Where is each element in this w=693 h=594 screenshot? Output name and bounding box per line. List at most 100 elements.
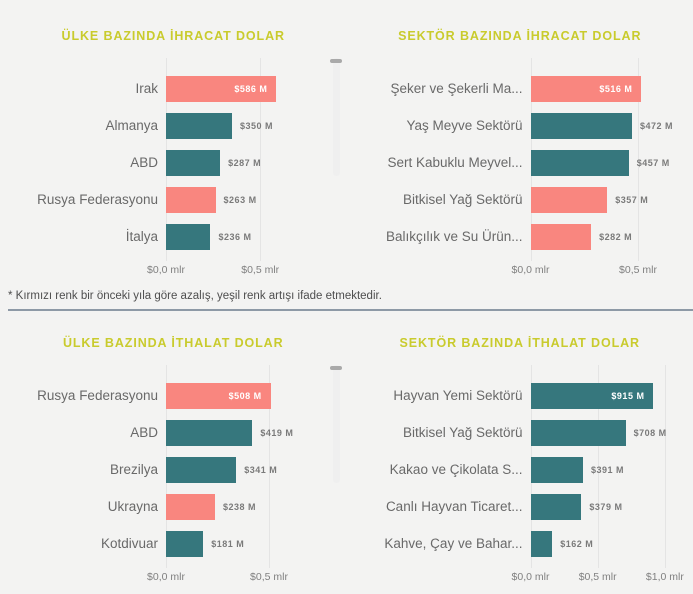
bar[interactable]	[166, 530, 204, 557]
bar[interactable]: $516 M	[530, 75, 642, 102]
bar-row: $586 M	[166, 70, 321, 107]
chart-title: SEKTÖR BAZINDA İTHALAT DOLAR	[399, 336, 640, 350]
plot-area: $508 M $419 M $341 M $238 M $181 M $0,0 mlr $…	[147, 365, 321, 586]
value-label: $350 M	[239, 120, 273, 131]
chart-title: ÜLKE BAZINDA İTHALAT DOLAR	[62, 336, 284, 350]
value-label: $379 M	[589, 501, 623, 512]
bars-area: $915 M $708 M $391 M $379 M $162 M	[530, 365, 682, 568]
category-label[interactable]: Rusya Federasyonu	[37, 192, 158, 207]
value-axis: $0,0 mlr $0,5 mlr	[147, 568, 321, 586]
category-label[interactable]: ABD	[130, 425, 158, 440]
bar-row: $391 M	[530, 451, 682, 488]
bar[interactable]	[166, 149, 221, 176]
bar-row: $350 M	[166, 107, 321, 144]
chart-exports-by-country: ÜLKE BAZINDA İHRACAT DOLAR Irak Almanya AB…	[0, 0, 347, 279]
axis-tick-label: $0,5 mlr	[241, 264, 280, 276]
category-label[interactable]: Sert Kabuklu Meyvel...	[387, 155, 523, 170]
category-label[interactable]: Bitkisel Yağ Sektörü	[402, 425, 523, 440]
axis-tick-label: $0,5 mlr	[619, 264, 657, 276]
bar[interactable]	[166, 456, 237, 483]
category-label[interactable]: Rusya Federasyonu	[37, 388, 158, 403]
category-label[interactable]: Brezilya	[109, 462, 158, 477]
bar[interactable]: $915 M	[530, 382, 654, 409]
bar[interactable]	[166, 493, 216, 520]
bar-row: $708 M	[530, 414, 682, 451]
exports-charts-row: ÜLKE BAZINDA İHRACAT DOLAR Irak Almanya AB…	[0, 0, 693, 279]
bar-row: $457 M	[530, 144, 682, 181]
gridline	[664, 365, 666, 568]
bar[interactable]	[530, 149, 629, 176]
category-label[interactable]: Kahve, Çay ve Bahar...	[384, 536, 523, 551]
bar-row: $379 M	[530, 488, 682, 525]
value-label: $457 M	[636, 157, 670, 168]
bar-row: $238 M	[166, 488, 321, 525]
value-axis: $0,0 mlr $0,5 mlr $1,0 mlr	[512, 568, 684, 586]
plot-area: $516 M $472 M $457 M $357 M $282 M $0,0 mlr $…	[512, 58, 682, 279]
category-label[interactable]: Şeker ve Şekerli Ma...	[390, 81, 523, 96]
scrollbar-thumb[interactable]	[330, 366, 342, 370]
value-label: $508 M	[228, 390, 262, 401]
bar[interactable]	[530, 493, 582, 520]
bar[interactable]	[530, 112, 632, 139]
value-axis: $0,0 mlr $0,5 mlr	[512, 261, 682, 279]
value-axis: $0,0 mlr $0,5 mlr	[147, 261, 321, 279]
category-label[interactable]: Yaş Meyve Sektörü	[406, 118, 523, 133]
bar-row: $236 M	[166, 218, 321, 255]
imports-charts-row: ÜLKE BAZINDA İTHALAT DOLAR Rusya Federas…	[0, 311, 693, 586]
chart-body: Şeker ve Şekerli Ma... Yaş Meyve Sektörü S…	[347, 58, 693, 279]
bar-row: $357 M	[530, 181, 682, 218]
chart-body: Rusya Federasyonu ABD Brezilya Ukrayna Kotdi…	[0, 365, 347, 586]
category-label[interactable]: Bitkisel Yağ Sektörü	[402, 192, 523, 207]
bar-row: $516 M	[530, 70, 682, 107]
chart-scrollbar[interactable]	[330, 58, 342, 176]
value-label: $282 M	[599, 231, 633, 242]
value-label: $516 M	[599, 83, 633, 94]
bar-row: $263 M	[166, 181, 321, 218]
category-label[interactable]: Irak	[135, 81, 158, 96]
value-label: $162 M	[560, 538, 594, 549]
bar-row: $915 M	[530, 377, 682, 414]
category-label[interactable]: Kotdivuar	[100, 536, 158, 551]
chart-title: SEKTÖR BAZINDA İHRACAT DOLAR	[398, 29, 642, 43]
bar-row: $341 M	[166, 451, 321, 488]
bar[interactable]	[166, 112, 232, 139]
bar[interactable]	[166, 223, 211, 250]
value-label: $357 M	[615, 194, 649, 205]
chart-exports-by-sector: SEKTÖR BAZINDA İHRACAT DOLAR Şeker ve Şe…	[347, 0, 693, 279]
bars-area: $586 M $350 M $287 M $263 M $236 M	[166, 58, 321, 261]
category-label[interactable]: İtalya	[125, 229, 158, 244]
bar[interactable]	[166, 186, 216, 213]
bar[interactable]	[530, 419, 626, 446]
bar-row: $472 M	[530, 107, 682, 144]
category-label[interactable]: Canlı Hayvan Ticaret...	[385, 499, 523, 514]
category-axis: Şeker ve Şekerli Ma... Yaş Meyve Sektörü S…	[347, 58, 531, 279]
bar[interactable]	[530, 456, 584, 483]
bar[interactable]: $508 M	[166, 382, 271, 409]
category-label[interactable]: Kakao ve Çikolata S...	[389, 462, 523, 477]
value-label: $915 M	[611, 390, 645, 401]
category-label[interactable]: Balıkçılık ve Su Ürün...	[385, 229, 523, 244]
bar[interactable]	[530, 530, 553, 557]
chart-scrollbar[interactable]	[330, 365, 342, 483]
axis-tick-label: $0,0 mlr	[511, 571, 550, 583]
value-label: $287 M	[228, 157, 262, 168]
value-label: $181 M	[211, 538, 245, 549]
bar-row: $287 M	[166, 144, 321, 181]
category-label[interactable]: Almanya	[105, 118, 158, 133]
category-label[interactable]: ABD	[130, 155, 158, 170]
bar[interactable]	[530, 186, 608, 213]
axis-tick-label: $1,0 mlr	[645, 571, 684, 583]
gridline	[260, 58, 262, 261]
category-label[interactable]: Ukrayna	[107, 499, 158, 514]
plot-area: $586 M $350 M $287 M $263 M $236 M $0,0 mlr $…	[147, 58, 321, 279]
bars-area: $516 M $472 M $457 M $357 M $282 M	[530, 58, 682, 261]
bar[interactable]	[166, 419, 253, 446]
bar-row: $419 M	[166, 414, 321, 451]
bar[interactable]: $586 M	[166, 75, 277, 102]
bar[interactable]	[530, 223, 592, 250]
value-label: $236 M	[218, 231, 252, 242]
category-label[interactable]: Hayvan Yemi Sektörü	[393, 388, 523, 403]
scrollbar-thumb[interactable]	[330, 59, 342, 63]
axis-tick-label: $0,0 mlr	[147, 571, 185, 583]
